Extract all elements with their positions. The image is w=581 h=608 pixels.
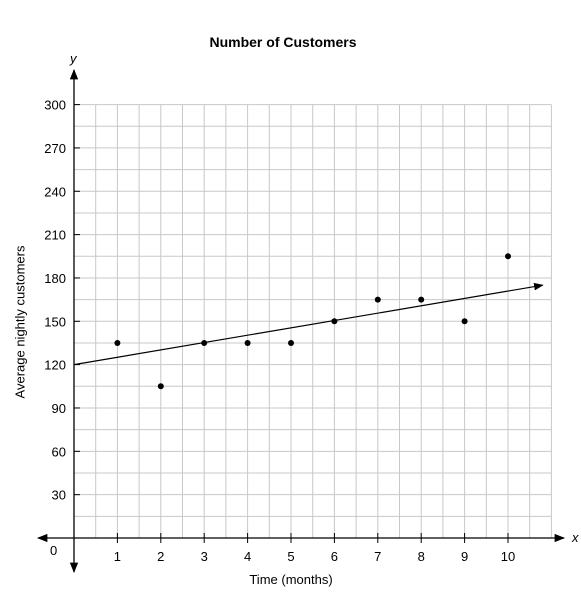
y-tick-label: 120: [44, 358, 66, 373]
x-axis-label: Time (months): [249, 572, 333, 587]
x-tick-label: 7: [374, 549, 381, 564]
data-point: [505, 253, 511, 260]
grid: [74, 104, 552, 538]
data-point: [374, 296, 381, 303]
y-tick-label: 30: [52, 488, 66, 503]
trend-line: [73, 282, 544, 366]
ticks: 1 2 3 4 5 6 7 8 9 10 30 60 90 120 150 180 210 240 270 300: [44, 98, 515, 564]
x-tick-label: 8: [418, 549, 425, 564]
y-tick-label: 240: [44, 184, 66, 199]
x-tick-label: 3: [201, 549, 208, 564]
y-tick-label: 150: [44, 314, 66, 329]
y-tick-label: 90: [52, 401, 66, 416]
axes: x y 0: [36, 51, 579, 574]
y-axis-name: y: [69, 51, 78, 66]
data-point: [114, 339, 121, 346]
data-point: [461, 318, 468, 325]
x-tick-label: 9: [461, 549, 468, 564]
data-point: [418, 296, 425, 303]
x-tick-label: 5: [287, 549, 294, 564]
y-tick-label: 270: [44, 141, 66, 156]
x-tick-label: 10: [501, 549, 515, 564]
y-tick-label: 60: [52, 444, 66, 459]
y-tick-label: 210: [44, 228, 66, 243]
y-tick-label: 180: [44, 271, 66, 286]
x-tick-label: 2: [157, 549, 164, 564]
y-tick-label: 300: [44, 98, 66, 113]
data-point: [244, 339, 251, 346]
x-tick-label: 1: [114, 549, 121, 564]
data-point: [331, 318, 338, 325]
data-point: [288, 339, 294, 346]
origin-label: 0: [50, 543, 57, 558]
data-point: [201, 339, 208, 346]
data-point: [157, 383, 164, 390]
chart-title: Number of Customers: [209, 34, 357, 50]
data-points: [114, 253, 511, 390]
x-axis-name: x: [571, 530, 579, 545]
x-tick-label: 6: [331, 549, 338, 564]
trend-line-group: [73, 282, 544, 366]
x-tick-label: 4: [244, 549, 251, 564]
